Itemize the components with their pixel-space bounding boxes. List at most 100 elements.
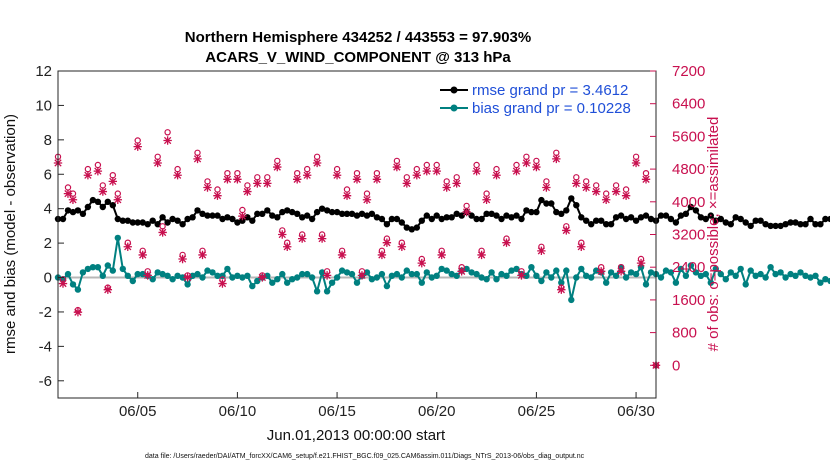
rmse-point	[418, 217, 425, 224]
bias-point	[184, 281, 191, 288]
rmse-point	[139, 219, 146, 226]
bias-point	[304, 270, 311, 278]
rmse-point	[433, 212, 440, 219]
rmse-point	[219, 215, 226, 223]
bias-point	[398, 274, 405, 281]
obs-assimilated-marker	[472, 166, 481, 176]
obs-assimilated-marker	[596, 267, 606, 276]
bias-point	[697, 272, 705, 279]
rmse-point	[657, 212, 665, 219]
obs-possible-marker	[164, 129, 171, 136]
bias-point	[89, 264, 97, 271]
bias-point	[99, 272, 107, 279]
rmse-point	[144, 221, 151, 228]
bias-point	[209, 269, 216, 276]
rmse-point	[483, 210, 490, 217]
obs-assimilated-marker	[158, 228, 167, 237]
bias-point	[413, 270, 420, 278]
y-tick-label-left: -6	[39, 373, 52, 390]
left-axis: 12 10 8 6 4 2 0 -2 -4 -6	[35, 63, 64, 390]
rmse-point	[473, 215, 480, 223]
bias-point	[279, 270, 286, 278]
obs-assimilated-marker	[293, 175, 302, 184]
rmse-point	[159, 214, 166, 221]
y-tick-label-right: 4000	[672, 194, 705, 211]
rmse-point	[343, 210, 351, 217]
obs-assimilated-marker	[233, 175, 242, 184]
x-tick-label: 06/25	[518, 403, 556, 420]
rmse-point	[573, 202, 580, 209]
bias-point	[383, 282, 391, 290]
rmse-point	[647, 215, 655, 223]
rmse-point	[104, 198, 112, 205]
bias-point	[249, 282, 256, 290]
rmse-point	[617, 212, 625, 219]
bias-point	[677, 265, 685, 273]
rmse-point	[762, 221, 769, 228]
rmse-point	[333, 208, 341, 216]
obs-assimilated-marker	[592, 187, 601, 196]
obs-assimilated-marker	[636, 258, 646, 268]
bias-point	[323, 288, 331, 295]
rmse-point	[318, 205, 326, 212]
obs-assimilated-marker	[462, 207, 471, 217]
rmse-point	[458, 212, 465, 219]
rmse-point	[323, 207, 331, 214]
bias-point	[294, 274, 301, 281]
rmse-point	[513, 212, 520, 219]
obs-assimilated-marker	[412, 171, 421, 180]
bias-point	[827, 277, 830, 285]
rmse-point	[508, 214, 515, 221]
rmse-point	[822, 215, 829, 223]
bias-point	[149, 276, 156, 283]
rmse-point	[677, 212, 685, 219]
bias-point	[353, 279, 361, 286]
rmse-point	[827, 215, 830, 223]
rmse-point	[174, 217, 181, 224]
bias-point	[772, 270, 779, 278]
bias-point	[797, 269, 804, 276]
bias-point	[662, 267, 670, 274]
bias-point	[702, 270, 709, 278]
rmse-point	[179, 221, 186, 228]
obs-assimilated-marker	[542, 183, 551, 192]
data-file-footer: data file: /Users/raeder/DAI/ATM_forcXX/…	[145, 453, 585, 460]
x-tick-label: 06/05	[119, 403, 157, 420]
bias-point	[777, 269, 784, 276]
bias-point	[657, 274, 665, 281]
obs-assimilated-marker	[402, 179, 412, 188]
rmse-point	[817, 221, 824, 228]
rmse-point	[598, 217, 605, 224]
rmse-point	[702, 215, 709, 223]
bias-point	[488, 269, 495, 276]
bias-point	[433, 272, 440, 279]
rmse-point	[204, 212, 211, 219]
bias-point	[114, 234, 122, 242]
bias-point	[393, 270, 401, 278]
rmse-point	[528, 208, 535, 216]
bias-point	[762, 274, 769, 281]
obs-assimilated-marker	[143, 271, 152, 280]
rmse-point	[583, 217, 590, 224]
bias-point	[244, 272, 251, 279]
y-tick-label-left: -4	[39, 338, 52, 355]
rmse-point	[493, 212, 500, 219]
obs-assimilated-marker	[582, 183, 591, 192]
bias-point	[528, 264, 535, 271]
bias-point	[438, 265, 445, 273]
obs-assimilated-marker	[601, 195, 611, 204]
y-tick-label-right: 5600	[672, 128, 705, 145]
bias-point	[727, 269, 734, 276]
chart-title-line1: Northern Hemisphere 434252 / 443553 = 97…	[185, 29, 531, 46]
bias-point	[199, 274, 206, 281]
rmse-point	[523, 207, 530, 214]
bias-point	[722, 276, 729, 283]
bias-point	[214, 272, 221, 279]
obs-assimilated-marker	[183, 273, 192, 282]
bias-point	[687, 262, 695, 269]
rmse-point	[358, 210, 366, 217]
obs-assimilated-marker	[432, 166, 441, 176]
bias-point	[707, 279, 714, 286]
obs-assimilated-marker	[477, 250, 486, 260]
legend-rmse-marker	[450, 86, 458, 94]
